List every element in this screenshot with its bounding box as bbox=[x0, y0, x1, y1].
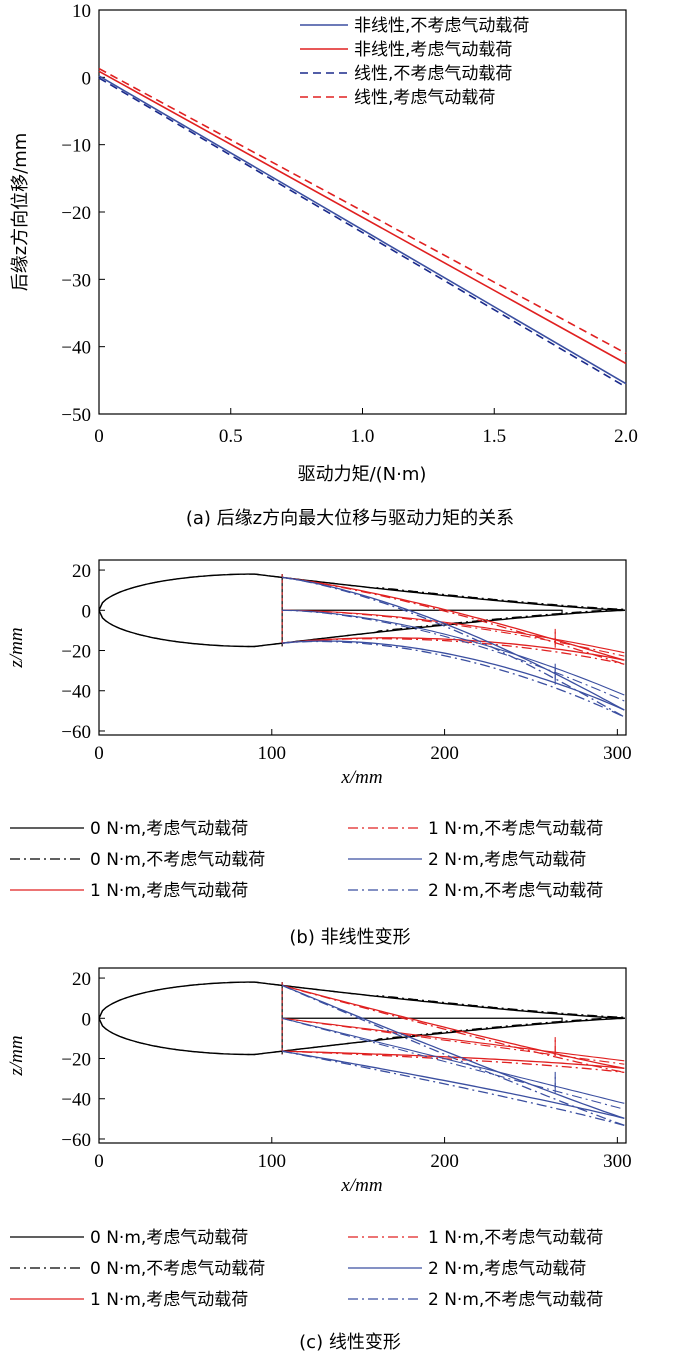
legend-label-c: 1 N·m,考虑气动载荷 bbox=[90, 1290, 248, 1310]
deflected-rib bbox=[282, 609, 625, 702]
y-axis-label-c: z/mm bbox=[6, 1035, 27, 1076]
deflected-upper-skin bbox=[281, 984, 625, 1119]
deflected-lower-skin bbox=[282, 1050, 625, 1074]
series-line-a bbox=[98, 77, 627, 388]
deflected-rib bbox=[282, 609, 625, 696]
y-tick-label-b: 20 bbox=[72, 561, 91, 582]
x-axis-label-a: 驱动力矩/(N·m) bbox=[298, 464, 427, 485]
x-tick-label-c: 300 bbox=[603, 1151, 632, 1172]
deflected-lower-skin bbox=[282, 637, 625, 661]
deflected-rib bbox=[282, 1017, 625, 1110]
deflected-lower-skin bbox=[282, 1050, 625, 1120]
y-tick-label-c: −20 bbox=[61, 1050, 91, 1071]
legend-label-a: 非线性,考虑气动载荷 bbox=[354, 40, 512, 60]
x-tick-label-a: 2.0 bbox=[614, 426, 638, 447]
x-tick-label-b: 200 bbox=[430, 743, 459, 764]
deflected-rib bbox=[282, 1017, 625, 1065]
plot-frame-c bbox=[98, 967, 627, 1144]
legend-label-c: 0 N·m,考虑气动载荷 bbox=[90, 1228, 248, 1248]
plot-frame-b bbox=[98, 559, 627, 736]
deflected-upper-skin bbox=[281, 984, 625, 1126]
caption-c: (c) 线性变形 bbox=[299, 1332, 401, 1353]
deflected-upper-skin bbox=[282, 576, 625, 665]
y-tick-label-a: 0 bbox=[82, 68, 92, 89]
x-tick-label-a: 1.5 bbox=[482, 426, 506, 447]
airfoil-0nm-noaero bbox=[98, 981, 625, 1056]
x-axis-label-c: x/mm bbox=[340, 1175, 382, 1196]
legend-label-c: 2 N·m,不考虑气动载荷 bbox=[428, 1290, 603, 1310]
x-tick-label-c: 200 bbox=[430, 1151, 459, 1172]
deflected-upper-skin bbox=[282, 984, 625, 1073]
deflected-upper-skin bbox=[282, 576, 625, 711]
legend-label-b: 1 N·m,不考虑气动载荷 bbox=[428, 819, 603, 839]
deflected-rib bbox=[282, 1017, 625, 1104]
y-tick-label-c: −60 bbox=[61, 1130, 91, 1151]
y-axis-label-b: z/mm bbox=[6, 627, 27, 668]
caption-b: (b) 非线性变形 bbox=[289, 927, 410, 948]
legend-label-a: 线性,不考虑气动载荷 bbox=[354, 64, 512, 84]
y-tick-label-a: −40 bbox=[61, 338, 91, 359]
airfoil-0nm-noaero bbox=[98, 573, 625, 648]
y-tick-label-c: 20 bbox=[72, 969, 91, 990]
deflected-lower-skin bbox=[282, 640, 625, 711]
internal-rib bbox=[282, 1017, 563, 1023]
deflected-upper-skin bbox=[282, 576, 625, 718]
legend-label-b: 1 N·m,考虑气动载荷 bbox=[90, 881, 248, 901]
legend-label-a: 非线性,不考虑气动载荷 bbox=[354, 16, 529, 36]
x-axis-label-b: x/mm bbox=[340, 767, 382, 788]
y-tick-label-c: −40 bbox=[61, 1090, 91, 1111]
y-axis-label-a: 后缘z方向位移/mm bbox=[10, 133, 31, 292]
legend-label-b: 0 N·m,考虑气动载荷 bbox=[90, 819, 248, 839]
x-tick-label-b: 300 bbox=[603, 743, 632, 764]
y-tick-label-b: 0 bbox=[82, 601, 92, 622]
deflected-rib bbox=[282, 609, 625, 654]
x-tick-label-b: 100 bbox=[258, 743, 287, 764]
y-tick-label-a: −30 bbox=[61, 270, 91, 291]
series-line-a bbox=[98, 75, 627, 385]
legend-label-c: 0 N·m,不考虑气动载荷 bbox=[90, 1259, 265, 1279]
series-line-a bbox=[98, 70, 627, 365]
series-line-a bbox=[98, 67, 627, 355]
x-tick-label-a: 0.5 bbox=[219, 426, 243, 447]
y-tick-label-b: −60 bbox=[61, 722, 91, 743]
y-tick-label-b: −20 bbox=[61, 642, 91, 663]
deflected-lower-skin bbox=[282, 638, 625, 665]
y-tick-label-a: −50 bbox=[61, 405, 91, 426]
x-tick-label-a: 0 bbox=[94, 426, 104, 447]
x-tick-label-c: 100 bbox=[258, 1151, 287, 1172]
y-tick-label-c: 0 bbox=[82, 1009, 92, 1030]
internal-rib bbox=[282, 609, 563, 615]
y-tick-label-b: −40 bbox=[61, 682, 91, 703]
y-tick-label-a: −10 bbox=[61, 136, 91, 157]
y-tick-label-a: 10 bbox=[72, 1, 91, 22]
deflected-upper-skin bbox=[282, 576, 625, 661]
legend-label-a: 线性,考虑气动载荷 bbox=[354, 88, 495, 108]
x-tick-label-b: 0 bbox=[94, 743, 104, 764]
deflected-upper-skin bbox=[282, 984, 625, 1069]
x-tick-label-c: 0 bbox=[94, 1151, 104, 1172]
legend-label-c: 1 N·m,不考虑气动载荷 bbox=[428, 1228, 603, 1248]
y-tick-label-a: −20 bbox=[61, 203, 91, 224]
legend-label-c: 2 N·m,考虑气动载荷 bbox=[428, 1259, 586, 1279]
deflected-lower-skin bbox=[282, 1050, 625, 1127]
caption-a: (a) 后缘z方向最大位移与驱动力矩的关系 bbox=[186, 508, 514, 529]
deflected-rib bbox=[282, 609, 625, 657]
legend-label-b: 0 N·m,不考虑气动载荷 bbox=[90, 850, 265, 870]
x-tick-label-a: 1.0 bbox=[351, 426, 375, 447]
deflected-rib bbox=[282, 1017, 625, 1062]
legend-label-b: 2 N·m,考虑气动载荷 bbox=[428, 850, 586, 870]
legend-label-b: 2 N·m,不考虑气动载荷 bbox=[428, 881, 603, 901]
